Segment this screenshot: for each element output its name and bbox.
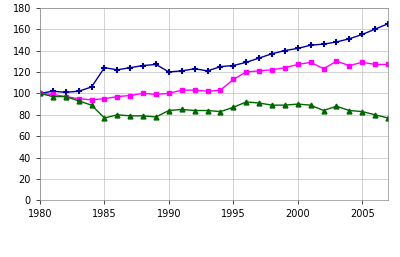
Indice intensité énergétique <box>166 109 171 112</box>
indice PIB <box>76 90 81 93</box>
Indice consommation primaire <box>141 92 146 95</box>
indice PIB <box>89 85 94 88</box>
indice PIB <box>360 33 365 36</box>
Line: indice PIB: indice PIB <box>36 20 392 97</box>
Indice consommation primaire <box>257 69 262 72</box>
Indice intensité énergétique <box>179 108 184 111</box>
Indice consommation primaire <box>386 63 390 66</box>
Indice intensité énergétique <box>257 102 262 105</box>
Indice intensité énergétique <box>63 95 68 98</box>
Indice intensité énergétique <box>38 92 42 95</box>
Line: Indice intensité énergétique: Indice intensité énergétique <box>38 91 390 121</box>
indice PIB <box>282 49 287 52</box>
Indice consommation primaire <box>295 63 300 66</box>
Indice consommation primaire <box>218 89 223 92</box>
Indice intensité énergétique <box>308 104 313 107</box>
Indice intensité énergétique <box>128 114 133 117</box>
Indice consommation primaire <box>373 63 378 66</box>
Indice intensité énergétique <box>154 115 158 118</box>
Indice consommation primaire <box>50 93 55 96</box>
indice PIB <box>154 63 158 66</box>
Indice intensité énergétique <box>192 109 197 112</box>
Indice consommation primaire <box>192 89 197 92</box>
Indice consommation primaire <box>282 66 287 69</box>
indice PIB <box>141 64 146 67</box>
Indice consommation primaire <box>128 94 133 97</box>
Indice intensité énergétique <box>347 109 352 112</box>
indice PIB <box>166 70 171 74</box>
indice PIB <box>244 61 249 64</box>
Indice consommation primaire <box>334 60 339 63</box>
indice PIB <box>257 57 262 60</box>
indice PIB <box>63 91 68 94</box>
Indice consommation primaire <box>360 61 365 64</box>
Indice consommation primaire <box>270 68 274 71</box>
indice PIB <box>218 65 223 68</box>
Indice intensité énergétique <box>205 109 210 112</box>
Indice intensité énergétique <box>244 100 249 104</box>
indice PIB <box>386 22 390 25</box>
Indice consommation primaire <box>166 92 171 95</box>
Indice intensité énergétique <box>334 105 339 108</box>
Indice intensité énergétique <box>89 104 94 107</box>
Indice intensité énergétique <box>373 113 378 116</box>
indice PIB <box>128 66 133 69</box>
indice PIB <box>179 69 184 72</box>
Indice intensité énergétique <box>231 106 236 109</box>
Indice consommation primaire <box>347 64 352 67</box>
Indice consommation primaire <box>63 95 68 98</box>
Indice consommation primaire <box>102 97 107 100</box>
Indice consommation primaire <box>244 70 249 74</box>
Indice consommation primaire <box>308 61 313 64</box>
indice PIB <box>115 68 120 71</box>
indice PIB <box>205 69 210 72</box>
Indice consommation primaire <box>154 93 158 96</box>
indice PIB <box>192 67 197 70</box>
indice PIB <box>347 37 352 40</box>
Line: Indice consommation primaire: Indice consommation primaire <box>38 59 390 102</box>
Indice consommation primaire <box>38 92 42 95</box>
indice PIB <box>334 40 339 43</box>
Indice consommation primaire <box>179 89 184 92</box>
Indice intensité énergétique <box>295 103 300 106</box>
indice PIB <box>373 27 378 31</box>
indice PIB <box>321 43 326 46</box>
Indice consommation primaire <box>205 90 210 93</box>
Indice consommation primaire <box>231 78 236 81</box>
Indice consommation primaire <box>115 95 120 98</box>
Indice intensité énergétique <box>141 114 146 117</box>
indice PIB <box>50 90 55 93</box>
Indice consommation primaire <box>89 98 94 101</box>
Indice intensité énergétique <box>218 110 223 113</box>
indice PIB <box>295 47 300 50</box>
Indice intensité énergétique <box>282 104 287 107</box>
Indice intensité énergétique <box>321 109 326 112</box>
indice PIB <box>38 92 42 95</box>
Indice intensité énergétique <box>102 116 107 120</box>
Indice intensité énergétique <box>386 116 390 120</box>
Indice consommation primaire <box>76 97 81 100</box>
Indice consommation primaire <box>321 67 326 70</box>
Indice intensité énergétique <box>360 110 365 113</box>
indice PIB <box>270 52 274 55</box>
Indice intensité énergétique <box>50 95 55 98</box>
indice PIB <box>231 64 236 67</box>
Indice intensité énergétique <box>76 99 81 102</box>
indice PIB <box>308 44 313 47</box>
indice PIB <box>102 66 107 69</box>
Indice intensité énergétique <box>115 113 120 116</box>
Indice intensité énergétique <box>270 104 274 107</box>
